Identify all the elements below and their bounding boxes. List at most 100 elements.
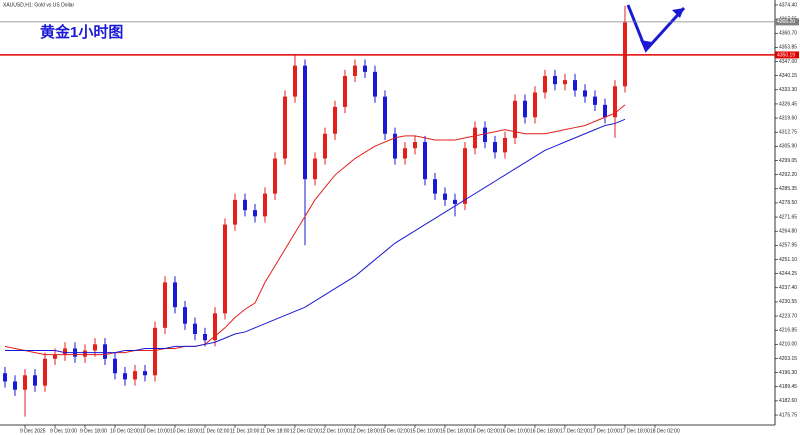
- candle-body: [513, 100, 517, 138]
- candle-body: [543, 75, 547, 93]
- x-tick-label: 17 Dec 18:00: [620, 428, 650, 434]
- x-tick-label: 16 Dec 10:00: [500, 428, 530, 434]
- candle-body: [593, 96, 597, 105]
- candle-body: [143, 371, 147, 376]
- y-tick-label: 4210.00: [779, 342, 797, 348]
- candle-body: [383, 96, 387, 134]
- y-tick-label: 4312.75: [779, 130, 797, 136]
- candle-body: [283, 96, 287, 159]
- y-tick-label: 4360.70: [779, 31, 797, 37]
- candle-body: [43, 358, 47, 386]
- y-tick-label: 4292.20: [779, 172, 797, 178]
- candle-body: [123, 373, 127, 380]
- x-tick-label: 10 Dec 18:00: [170, 428, 200, 434]
- candle-body: [603, 104, 607, 118]
- candle-body: [373, 71, 377, 97]
- y-tick-label: 4203.15: [779, 356, 797, 362]
- candle-body: [303, 65, 307, 180]
- x-tick-label: 16 Dec 02:00: [470, 428, 500, 434]
- x-tick-label: 17 Dec 02:00: [560, 428, 590, 434]
- candle-body: [153, 327, 157, 376]
- candle-body: [163, 282, 167, 328]
- candle-body: [343, 75, 347, 107]
- candle-body: [493, 142, 497, 153]
- x-tick-label: 11 Dec 18:00: [260, 428, 290, 434]
- x-tick-label: 11 Dec 02:00: [200, 428, 230, 434]
- candle-body: [433, 179, 437, 194]
- y-tick-label: 4305.90: [779, 144, 797, 150]
- candle-body: [393, 133, 397, 159]
- moving-average: [4, 104, 626, 356]
- y-tick-label: 4230.55: [779, 299, 797, 305]
- arrow-head: [640, 40, 652, 52]
- candle-body: [243, 199, 247, 211]
- x-tick-label: 12 Dec 10:00: [320, 428, 350, 434]
- x-tick-label: 10 Dec 02:00: [110, 428, 140, 434]
- candle-body: [273, 158, 277, 194]
- x-tick-label: 12 Dec 02:00: [290, 428, 320, 434]
- candle-body: [33, 375, 37, 386]
- x-tick-label: 9 Dec 10:00: [50, 428, 77, 434]
- y-tick-label: 4285.35: [779, 186, 797, 192]
- candle-body: [133, 371, 137, 380]
- candle-body: [223, 224, 227, 314]
- y-tick-label: 4326.45: [779, 101, 797, 107]
- x-tick-label: 15 Dec 10:00: [410, 428, 440, 434]
- y-tick-label: 4333.30: [779, 87, 797, 93]
- candle-body: [93, 344, 97, 351]
- candle-body: [103, 344, 107, 359]
- candle-body: [353, 65, 357, 76]
- candle-body: [553, 75, 557, 85]
- y-tick-label: 4271.65: [779, 214, 797, 220]
- y-tick-label: 4216.85: [779, 328, 797, 334]
- candle-body: [533, 92, 537, 118]
- y-tick-label: 4257.95: [779, 243, 797, 249]
- candle-body: [473, 127, 477, 149]
- candle-body: [3, 373, 7, 382]
- candle-body: [293, 65, 297, 97]
- candle-body: [63, 348, 67, 355]
- candle-body: [563, 80, 567, 85]
- moving-average: [5, 118, 626, 354]
- candle-body: [253, 210, 257, 217]
- candle-body: [313, 158, 317, 180]
- y-tick-label: 4374.40: [779, 2, 797, 8]
- y-tick-label: 4347.00: [779, 59, 797, 65]
- x-tick-label: 16 Dec 18:00: [530, 428, 560, 434]
- y-tick-label: 4237.40: [779, 285, 797, 291]
- candle-body: [193, 323, 197, 334]
- y-tick-label: 4353.85: [779, 45, 797, 51]
- arrow-head: [672, 8, 684, 18]
- candle-body: [443, 193, 447, 200]
- y-tick-label: 4196.30: [779, 370, 797, 376]
- y-tick-label: 4175.75: [779, 412, 797, 418]
- candle-body: [203, 333, 207, 341]
- candle-body: [173, 282, 177, 308]
- candle-body: [463, 148, 467, 204]
- x-tick-label: 17 Dec 10:00: [590, 428, 620, 434]
- x-tick-label: 9 Dec 18:00: [80, 428, 107, 434]
- price-tag: [775, 18, 799, 26]
- x-tick-label: 12 Dec 18:00: [350, 428, 380, 434]
- chart-title: XAUUSD,H1: Gold vs US Dollar: [3, 2, 74, 8]
- y-tick-label: 4189.45: [779, 384, 797, 390]
- y-tick-label: 4251.10: [779, 257, 797, 263]
- y-tick-label: 4278.50: [779, 200, 797, 206]
- candle-body: [403, 148, 407, 159]
- x-tick-label: 9 Dec 2025: [20, 428, 46, 434]
- y-tick-label: 4264.80: [779, 229, 797, 235]
- candle-body: [503, 137, 507, 153]
- candle-body: [483, 127, 487, 143]
- candle-body: [233, 199, 237, 225]
- candle-body: [23, 375, 27, 390]
- x-tick-label: 11 Dec 10:00: [230, 428, 260, 434]
- candle-body: [613, 86, 617, 118]
- y-tick-label: 4244.25: [779, 271, 797, 277]
- price-tag-label: 4366.20: [777, 19, 795, 25]
- candle-body: [583, 90, 587, 97]
- y-tick-label: 4299.05: [779, 158, 797, 164]
- candle-body: [53, 354, 57, 359]
- candle-body: [213, 313, 217, 341]
